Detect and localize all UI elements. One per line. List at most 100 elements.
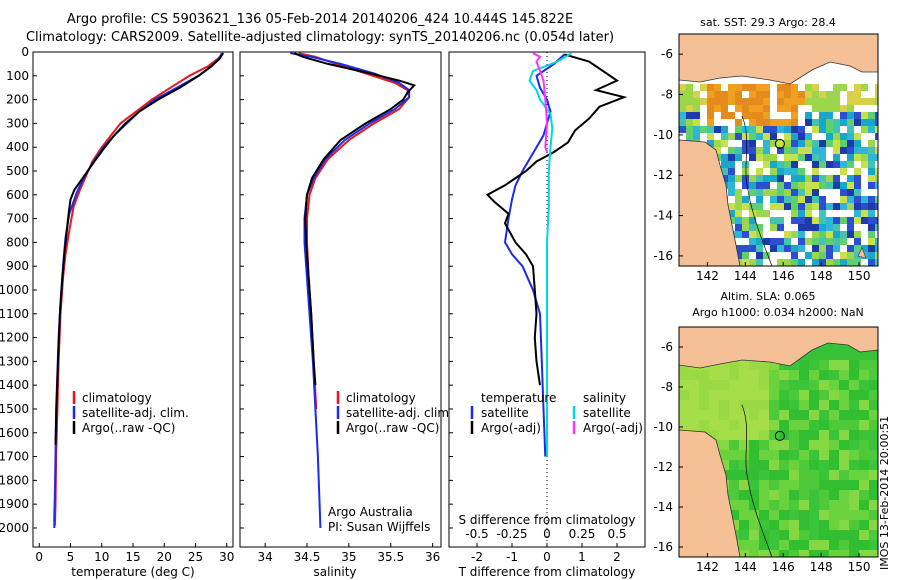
sst-cell [840,168,847,175]
sst-cell [833,217,840,224]
depth-tick-label: 1800 [0,473,29,487]
sla-cell [779,490,789,500]
sst-cell [805,112,812,119]
sla-cell [859,440,869,450]
sla-cell [809,380,819,390]
temperature-series [53,52,225,528]
sla-cell [679,370,689,380]
sla-cell [779,410,789,420]
sst-cell [833,154,840,161]
sst-cell [756,203,763,210]
sst-cell [819,140,826,147]
sst-cell [777,147,784,154]
sst-cell [826,98,833,105]
sla-map-title-2: Argo h1000: 0.034 h2000: NaN [692,306,864,319]
sla-cell [859,460,869,470]
sst-cell [812,203,819,210]
sla-cell [789,390,799,400]
sla-cell [719,370,729,380]
sst-cell [763,126,770,133]
sst-cell [847,245,854,252]
sst-cell [868,196,875,203]
sst-cell [749,203,756,210]
sst-cell [798,98,805,105]
sla-cell [789,540,799,550]
sst-cell [742,161,749,168]
sla-cell [819,370,829,380]
sla-cell [779,390,789,400]
sst-cell [742,224,749,231]
sst-cell [854,252,861,259]
sst-cell [798,154,805,161]
imos-timestamp: IMOS 13-Feb-2014 20:00:51 [878,415,891,570]
sst-cell [847,259,854,266]
sst-cell [791,98,798,105]
sst-cell [707,98,714,105]
legend-label-climatology: climatology [82,391,152,405]
sla-cell [829,440,839,450]
sst-cell [798,231,805,238]
cape-york-land [679,139,741,266]
sst-cell [749,182,756,189]
sst-cell [805,154,812,161]
sst-cell [770,154,777,161]
sla-cell [749,470,759,480]
sla-cell [819,490,829,500]
depth-tick-label: 1200 [0,331,29,345]
sla-cell [869,370,878,380]
lon-tick-label: 148 [810,269,833,283]
sst-cell [714,105,721,112]
sst-cell [777,203,784,210]
sla-cell [819,410,829,420]
sst-cell [728,189,735,196]
sla-cell [849,490,859,500]
sst-cell [847,252,854,259]
sla-cell [789,470,799,480]
sst-cell [763,84,770,91]
sst-cell [756,168,763,175]
sla-cell [809,440,819,450]
sst-cell [826,245,833,252]
salinity-series-2 [294,52,417,386]
sst-cell [854,175,861,182]
sst-cell [812,175,819,182]
sst-cell [833,133,840,140]
depth-tick-label: 1900 [0,497,29,511]
sla-cell [769,430,779,440]
sst-cell [686,91,693,98]
sla-cell [829,470,839,480]
sst-cell [833,175,840,182]
sla-cell [779,540,789,550]
sla-cell [699,390,709,400]
differences-xtick-label: 0 [543,550,551,564]
sst-cell [770,133,777,140]
sla-cell [859,480,869,490]
sst-cell [805,210,812,217]
sst-cell [756,147,763,154]
sst-cell [686,112,693,119]
depth-tick-label: 1300 [0,354,29,368]
sla-cell [859,540,869,550]
sst-cell [735,91,742,98]
sla-cell [799,410,809,420]
sla-cell [759,450,769,460]
sla-cell [759,470,769,480]
sst-cell [868,238,875,245]
sst-cell [707,119,714,126]
sst-cell [777,119,784,126]
sst-cell [735,98,742,105]
sst-cell [742,175,749,182]
legend-label-t-satellite: satellite [481,406,529,420]
sla-cell [779,530,789,540]
sst-cell [833,224,840,231]
sla-cell [869,530,878,540]
sst-cell [749,133,756,140]
sst-cell [875,182,878,189]
sla-cell [819,440,829,450]
sst-cell [707,112,714,119]
legend-label-argo: Argo(..raw -QC) [82,421,175,435]
sst-cell [819,231,826,238]
sla-cell [869,410,878,420]
sla-cell [709,410,719,420]
sst-cell [777,217,784,224]
